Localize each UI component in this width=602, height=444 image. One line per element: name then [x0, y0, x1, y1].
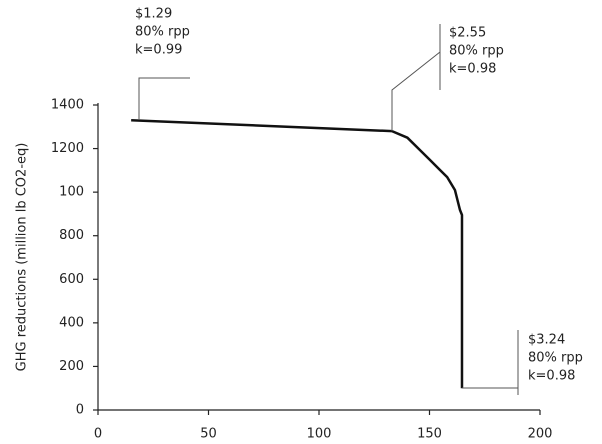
y-tick-label: 1200	[51, 141, 84, 156]
y-tick-label: 100	[59, 185, 84, 200]
annotation-text: $3.24	[528, 333, 565, 348]
annotation-text: k=0.98	[449, 62, 496, 77]
annotation-text: 80% rpp	[449, 44, 504, 59]
y-axis-label: GHG reductions (million lb CO2-eq)	[15, 143, 30, 372]
annotation-leader	[391, 24, 441, 131]
annotation-leader	[138, 77, 190, 120]
annotation-leader	[462, 330, 519, 395]
y-tick-label: 200	[59, 359, 84, 374]
y-tick-label: 400	[59, 315, 84, 330]
x-tick-label: 150	[417, 427, 442, 442]
y-tick-label: 800	[59, 228, 84, 243]
x-tick-label: 100	[307, 427, 332, 442]
y-tick-label: 1400	[51, 98, 84, 113]
annotation-text: k=0.99	[135, 43, 182, 58]
y-tick-label: 0	[76, 403, 84, 418]
annotation-text: 80% rpp	[135, 25, 190, 40]
y-tick-label: 600	[59, 272, 84, 287]
annotation-text: $2.55	[449, 26, 486, 41]
x-tick-label: 0	[94, 427, 102, 442]
data-line	[131, 119, 464, 389]
annotation-text: $1.29	[135, 7, 172, 22]
annotation-text: 80% rpp	[528, 351, 583, 366]
x-tick-label: 200	[528, 427, 553, 442]
annotation-text: k=0.98	[528, 369, 575, 384]
x-tick-label: 50	[200, 427, 217, 442]
